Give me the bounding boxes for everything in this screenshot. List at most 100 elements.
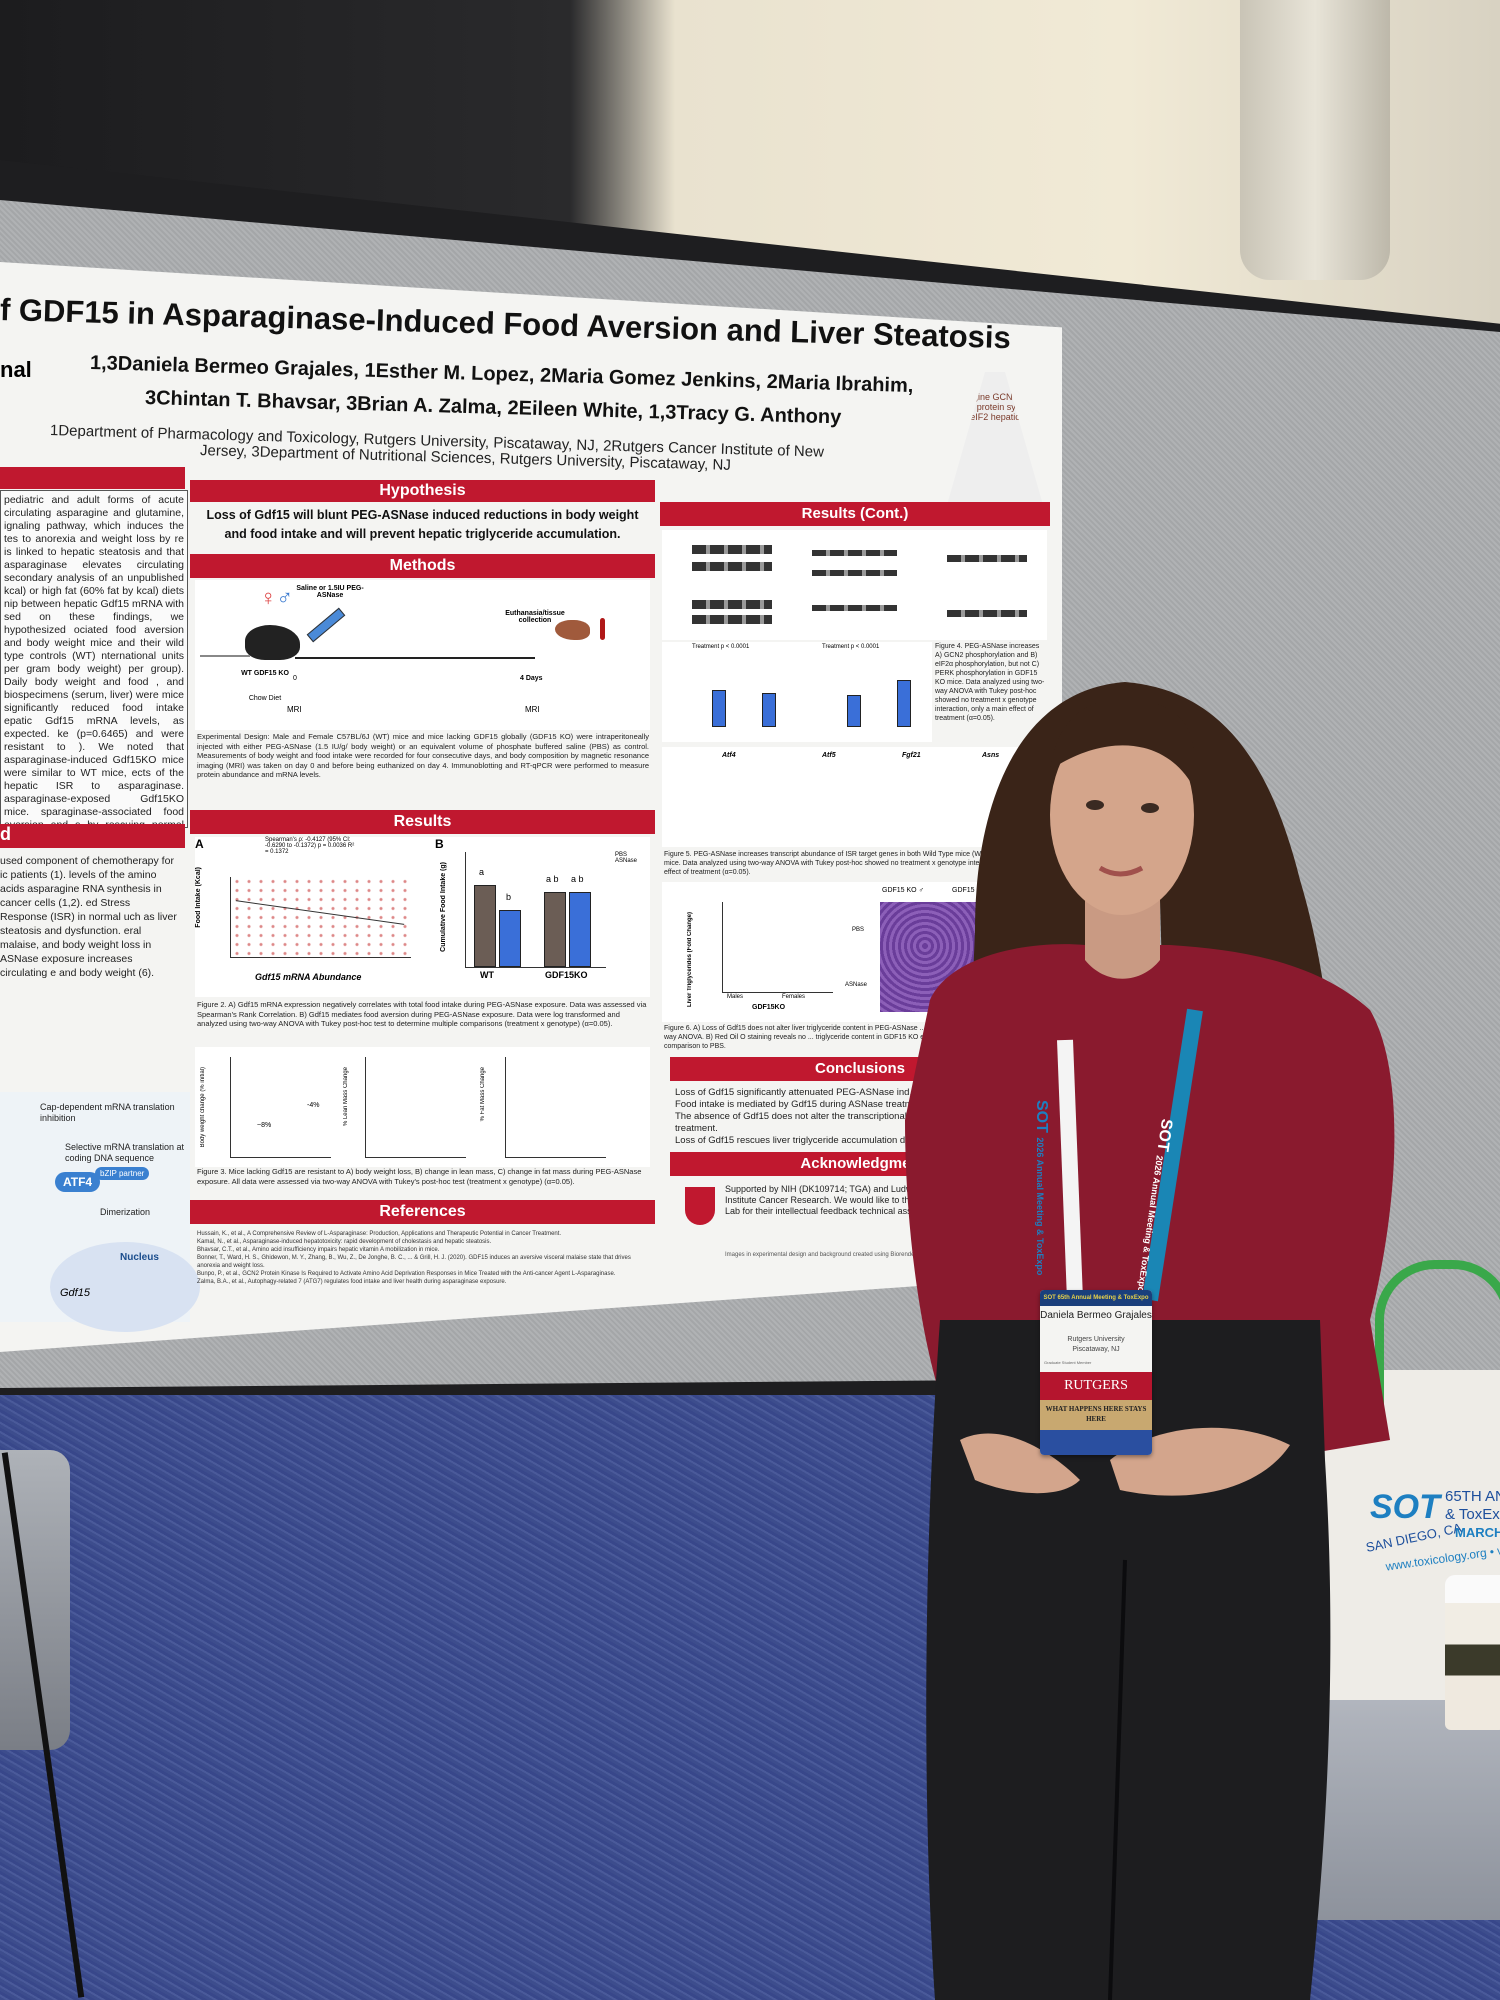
western-blot-band <box>947 555 1027 562</box>
hypothesis-text: Loss of Gdf15 will blunt PEG-ASNase indu… <box>206 508 639 541</box>
fig2a-scatter <box>230 877 411 958</box>
injection-label: Saline or 1.5IU PEG-ASNase <box>296 585 364 599</box>
fig6-ylabel: Liver Triglycerides (Fold Change) <box>687 912 693 1008</box>
pathway-label: Cap-dependent mRNA translation inhibitio… <box>40 1102 175 1123</box>
experimental-design-text: Experimental Design: Male and Female C57… <box>197 732 649 779</box>
sig-letter: a b <box>546 874 559 884</box>
group-label-ko: GDF15KO <box>545 970 588 980</box>
pathway-label: Dimerization <box>100 1207 151 1217</box>
panel-b-label: B <box>435 837 444 851</box>
fig6-group: Females <box>782 994 806 1000</box>
fig6-group: Males <box>727 994 744 1000</box>
sot-logo: SOT <box>1370 1488 1440 1526</box>
gene-label: Atf5 <box>822 752 836 759</box>
figure-5-caption: Figure 5. PEG-ASNase increases transcrip… <box>664 851 1041 876</box>
conclusion-item: Loss of Gdf15 significantly attenuated P… <box>675 1087 1018 1098</box>
authors-line-2: 3Chintan T. Bhavsar, 3Brian A. Zalma, 2E… <box>144 387 842 429</box>
fig4-bar <box>847 695 861 727</box>
euthanasia-label: Euthanasia/tissue collection <box>505 610 565 624</box>
background-header: d <box>0 824 185 848</box>
fig6b-label: GDF15 KO ♀ <box>952 887 994 894</box>
badge-institution: Rutgers University <box>1067 1336 1125 1343</box>
tote-bag-handle <box>1375 1260 1500 1409</box>
figure-4-blots <box>662 530 1047 640</box>
abstract-text: pediatric and adult forms of acute circu… <box>0 490 188 828</box>
results-header: Results <box>190 810 655 834</box>
western-blot-band <box>692 615 772 624</box>
fig2b-axes: a b a b a b <box>465 852 606 968</box>
badge-ribbon-blue <box>1040 1430 1152 1455</box>
word-cloud-logo: asparagine GCN2 amino leucine protein sy… <box>945 372 1045 512</box>
western-blot-band <box>692 545 772 554</box>
fig3a-ylabel: Body weight change (% initial) <box>200 1067 206 1148</box>
hypothesis-header: Hypothesis <box>190 480 655 502</box>
references-list: Hussain, K., et al., A Comprehensive Rev… <box>197 1230 649 1286</box>
reference-item: Bhavsar, C.T., et al., Amino acid insuff… <box>197 1247 440 1253</box>
badge-header: SOT 65th Annual Meeting & ToxExpo <box>1040 1290 1152 1306</box>
figure-6-caption: Figure 6. A) Loss of Gdf15 does not alte… <box>664 1025 1043 1050</box>
figure-3: Body weight change (% initial) ~8% -4% %… <box>195 1047 650 1167</box>
fig2a-xlabel: Gdf15 mRNA Abundance <box>255 972 362 982</box>
fig4-bar <box>762 693 776 727</box>
fig3c-axes <box>505 1057 606 1158</box>
gdf15-gene-label: Gdf15 <box>60 1287 90 1299</box>
title-fragment: nal <box>0 357 32 382</box>
badge-member-type: Graduate Student Member <box>1044 1360 1092 1365</box>
fig4-bar <box>897 680 911 727</box>
sig-letter: a b <box>571 874 584 884</box>
correlation-stats: Spearman's ρ: -0.4127 (95% CI: -0.6290 t… <box>265 837 355 855</box>
bar-ko-asnase <box>569 892 591 967</box>
conclusion-item: Food intake is mediated by Gdf15 during … <box>675 1099 926 1110</box>
syringe-icon <box>306 607 346 643</box>
research-poster: f GDF15 in Asparaginase-Induced Food Ave… <box>0 262 1062 1352</box>
liver-icon <box>555 620 590 640</box>
reference-item: Kamal, N., et al., Asparaginase-induced … <box>197 1239 492 1245</box>
fig3a-axes <box>230 1057 331 1158</box>
gene-label: Asns <box>982 752 1000 759</box>
gene-label: Fgf21 <box>902 752 921 759</box>
fig3a-annotation: ~8% <box>257 1122 272 1129</box>
sig-letter: a <box>479 867 485 877</box>
mouse-tail <box>200 655 250 657</box>
mouse-icon <box>245 625 300 660</box>
nucleus-shape <box>50 1242 200 1332</box>
bzip-label: bZIP partner <box>95 1167 150 1180</box>
conclusions-list: Loss of Gdf15 significantly attenuated P… <box>675 1087 1045 1147</box>
badge-location: Piscataway, NJ <box>1072 1346 1120 1353</box>
genotype-label: WT GDF15 KO <box>241 670 289 677</box>
carpet-floor <box>0 1395 1500 2000</box>
results-cont-header: Results (Cont.) <box>660 502 1050 526</box>
western-blot-band <box>692 562 772 571</box>
background-text: used component of chemotherapy for ic pa… <box>0 855 177 979</box>
abstract-header <box>0 467 185 489</box>
badge-ribbon-rutgers: RUTGERS <box>1040 1372 1152 1400</box>
acknowledgments-note: Images in experimental design and backgr… <box>725 1252 917 1258</box>
blood-tube-icon <box>600 618 605 640</box>
day4-label: 4 Days <box>520 675 543 682</box>
nucleus-label: Nucleus <box>120 1252 159 1263</box>
figure-3-caption: Figure 3. Mice lacking Gdf15 are resista… <box>197 1167 642 1186</box>
group-label-wt: WT <box>480 970 494 980</box>
figure-5: Atf4 Atf5 Fgf21 Asns <box>662 747 1047 847</box>
lanyard-white-text: SOT 2026 Annual Meeting & ToxExpo <box>1033 1100 1050 1276</box>
fig6-genotype: GDF15KO <box>752 1004 786 1011</box>
gene-label: Atf4 <box>722 752 736 759</box>
bar-ko-pbs <box>544 892 566 967</box>
figure-4-caption: Figure 4. PEG-ASNase increases A) GCN2 p… <box>935 643 1045 722</box>
rutgers-shield-logo <box>685 1187 715 1225</box>
western-blot-band <box>812 570 897 576</box>
western-blot-band <box>947 610 1027 617</box>
fig6b-label: PBS <box>852 927 865 933</box>
fig3b-axes <box>365 1057 466 1158</box>
conclusion-item: The absence of Gdf15 does not alter the … <box>675 1111 1008 1134</box>
reference-item: Zalma, B.A., et al., Autophagy-related 7… <box>197 1279 507 1285</box>
figure-2: A Spearman's ρ: -0.4127 (95% CI: -0.6290… <box>195 837 650 997</box>
figure-6: Liver Triglycerides (Fold Change) Males … <box>662 882 1047 1022</box>
tote-text: 65TH ANNUAL <box>1445 1488 1500 1505</box>
figure-4-bars: Treatment p < 0.0001 Treatment p < 0.000… <box>662 642 932 742</box>
fig2b-ylabel: Cumulative Food Intake (g) <box>440 862 447 952</box>
reference-item: Bunpo, P., et al., GCN2 Protein Kinase I… <box>197 1271 616 1277</box>
references-header: References <box>190 1200 655 1224</box>
pathway-label: Selective mRNA translation at coding DNA… <box>65 1142 185 1163</box>
western-blot-band <box>812 605 897 611</box>
